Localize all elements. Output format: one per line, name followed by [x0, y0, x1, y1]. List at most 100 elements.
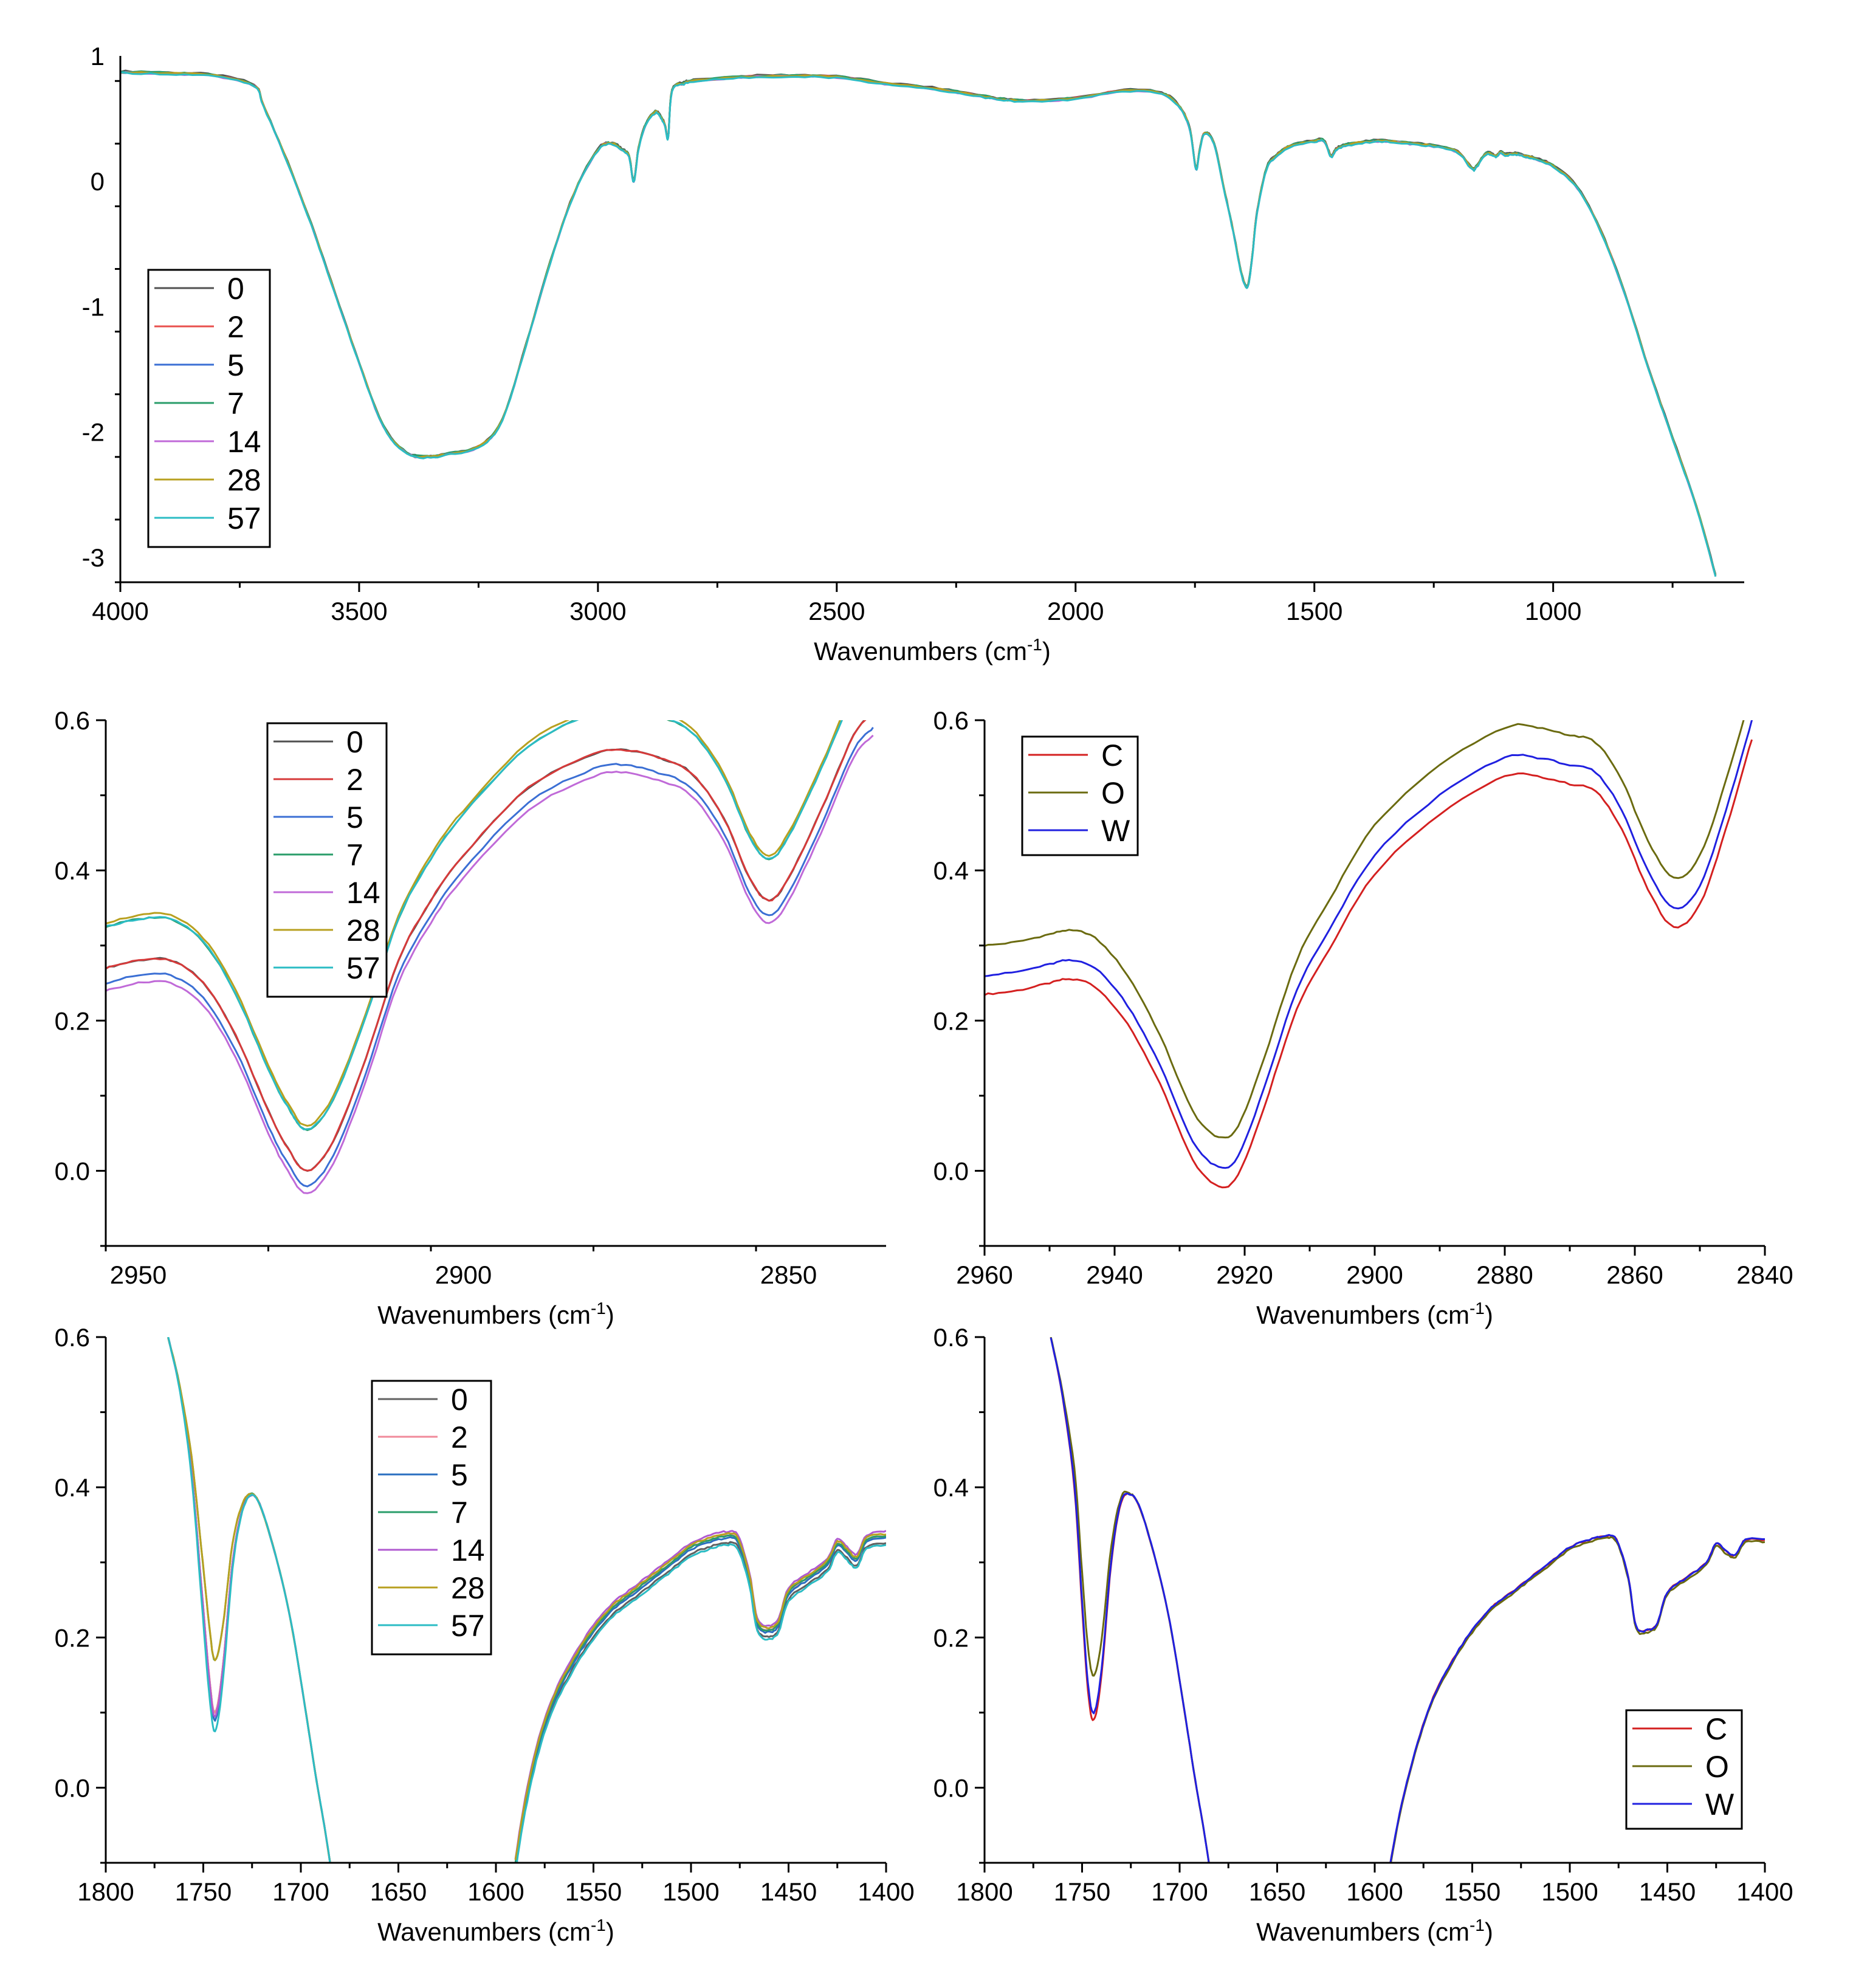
x-tick-label: 1600 — [467, 1877, 524, 1906]
x-tick-label: 3000 — [569, 597, 626, 625]
series-group — [1050, 1337, 1765, 1863]
x-tick-label: 1450 — [1639, 1877, 1696, 1906]
series-line-14 — [167, 1337, 886, 1863]
x-axis-label: Wavenumbers (cm-1) — [377, 1916, 614, 1946]
x-tick-label: 1650 — [370, 1877, 427, 1906]
chart-full: 4000 3500 3000 2500 2000 1500 1000 1 0 -1 -2 -3 Wave… — [82, 42, 1744, 666]
series-group — [120, 69, 1717, 577]
x-tick-label: 2940 — [1086, 1261, 1143, 1289]
series-line-57 — [167, 1337, 886, 1863]
series-line-28 — [120, 71, 1717, 576]
y-tick-label: 1 — [91, 42, 105, 71]
x-tick-label: 1700 — [1151, 1877, 1208, 1906]
x-tick-label: 3500 — [331, 597, 387, 625]
x-axis-label: Wavenumbers (cm-1) — [1256, 1299, 1493, 1329]
x-tick-label: 1600 — [1346, 1877, 1403, 1906]
legend-label: 7 — [451, 1496, 468, 1530]
y-tick-label: 0.2 — [933, 1006, 969, 1035]
legend-label: C — [1101, 738, 1123, 772]
x-tick-label: 2950 — [110, 1261, 167, 1289]
legend-label: 28 — [451, 1571, 485, 1605]
legend-label: 5 — [346, 800, 363, 834]
y-tick-label: -2 — [82, 418, 105, 447]
x-tick-label: 1400 — [858, 1877, 914, 1906]
x-tick-label: 2860 — [1606, 1261, 1663, 1289]
y-tick-label: -3 — [82, 543, 105, 572]
x-tick-label: 1650 — [1249, 1877, 1305, 1906]
series-line-2 — [106, 720, 867, 1172]
x-tick-label: 1550 — [1444, 1877, 1501, 1906]
legend-label: W — [1705, 1787, 1734, 1821]
y-tick-label: 0.0 — [55, 1773, 90, 1802]
x-tick-label: 1800 — [77, 1877, 134, 1906]
legend-box — [371, 1380, 492, 1656]
y-tick-label: 0.6 — [55, 1323, 90, 1352]
y-tick-label: 0.4 — [55, 856, 90, 885]
y-tick-label: 0.2 — [55, 1623, 90, 1652]
y-tick-label: 0.2 — [933, 1623, 969, 1652]
x-axis-label: Wavenumbers (cm-1) — [814, 635, 1051, 666]
legend-label: 14 — [451, 1533, 485, 1567]
x-axis-label: Wavenumbers (cm-1) — [377, 1299, 614, 1329]
y-tick-label: 0.6 — [55, 706, 90, 735]
x-tick-label: 2900 — [1346, 1261, 1403, 1289]
x-axis-label: Wavenumbers (cm-1) — [1256, 1916, 1493, 1946]
legend-label: W — [1101, 814, 1130, 848]
x-tick-label: 2920 — [1216, 1261, 1273, 1289]
legend-label: 7 — [346, 838, 363, 872]
x-tick-label: 1800 — [956, 1877, 1012, 1906]
legend-box — [147, 269, 271, 548]
series-line-57 — [106, 720, 843, 1130]
x-tick-label: 2900 — [435, 1261, 492, 1289]
legend-label: 0 — [451, 1383, 468, 1417]
y-tick-label: 0.6 — [933, 1323, 969, 1352]
series-line-5 — [106, 727, 874, 1188]
x-tick-label: 2960 — [956, 1261, 1012, 1289]
legend-label: C — [1705, 1712, 1727, 1746]
legend-label: 7 — [227, 387, 244, 421]
legend-box — [1625, 1709, 1743, 1830]
series-line-14 — [120, 71, 1717, 577]
y-tick-label: 0.0 — [55, 1157, 90, 1185]
legend-label: 2 — [451, 1420, 468, 1454]
y-tick-label: 0.0 — [933, 1157, 969, 1185]
series-group — [985, 720, 1753, 1189]
legend-label: 0 — [346, 725, 363, 759]
legend-label: 14 — [227, 425, 261, 459]
legend-label: 0 — [227, 272, 244, 306]
legend-label: 57 — [346, 951, 380, 985]
legend-label: 2 — [346, 763, 363, 797]
x-tick-label: 1550 — [565, 1877, 622, 1906]
legend-box — [266, 722, 388, 998]
legend: COW — [1021, 735, 1139, 856]
legend-box — [1021, 735, 1139, 856]
chart-co-b: 1800 1750 1700 1650 1600 1550 1500 1450 1400 0.6 0… — [933, 1323, 1793, 1946]
series-line-57 — [120, 71, 1717, 577]
x-tick-label: 1750 — [1054, 1877, 1110, 1906]
chart-co-a: 1800 1750 1700 1650 1600 1550 1500 1450 14000.60… — [55, 1323, 915, 1946]
y-tick-label: 0.6 — [933, 706, 969, 735]
y-tick-label: 0.4 — [933, 856, 969, 885]
series-line-5 — [120, 71, 1717, 576]
x-tick-label: 1500 — [1541, 1877, 1598, 1906]
x-tick-label: 1700 — [272, 1877, 329, 1906]
legend-label: 57 — [227, 501, 261, 535]
y-tick-label: 0.0 — [933, 1773, 969, 1802]
x-tick-label: 2500 — [808, 597, 865, 625]
legend-label: 5 — [227, 348, 244, 382]
series-group — [167, 1337, 886, 1863]
series-line-W — [985, 720, 1753, 1169]
chart-ch-b: 2960 2940 2920 2900 2880 2860 2840 0.6 0.4 0.2 0.0… — [933, 706, 1793, 1329]
x-tick-label: 1400 — [1736, 1877, 1793, 1906]
x-tick-label: 2880 — [1476, 1261, 1533, 1289]
x-tick-label: 1450 — [760, 1877, 817, 1906]
legend-label: O — [1705, 1750, 1729, 1784]
y-tick-label: 0.4 — [55, 1473, 90, 1502]
series-line-0 — [120, 69, 1717, 575]
x-tick-label: 2840 — [1736, 1261, 1793, 1289]
legend-label: 28 — [227, 463, 261, 497]
